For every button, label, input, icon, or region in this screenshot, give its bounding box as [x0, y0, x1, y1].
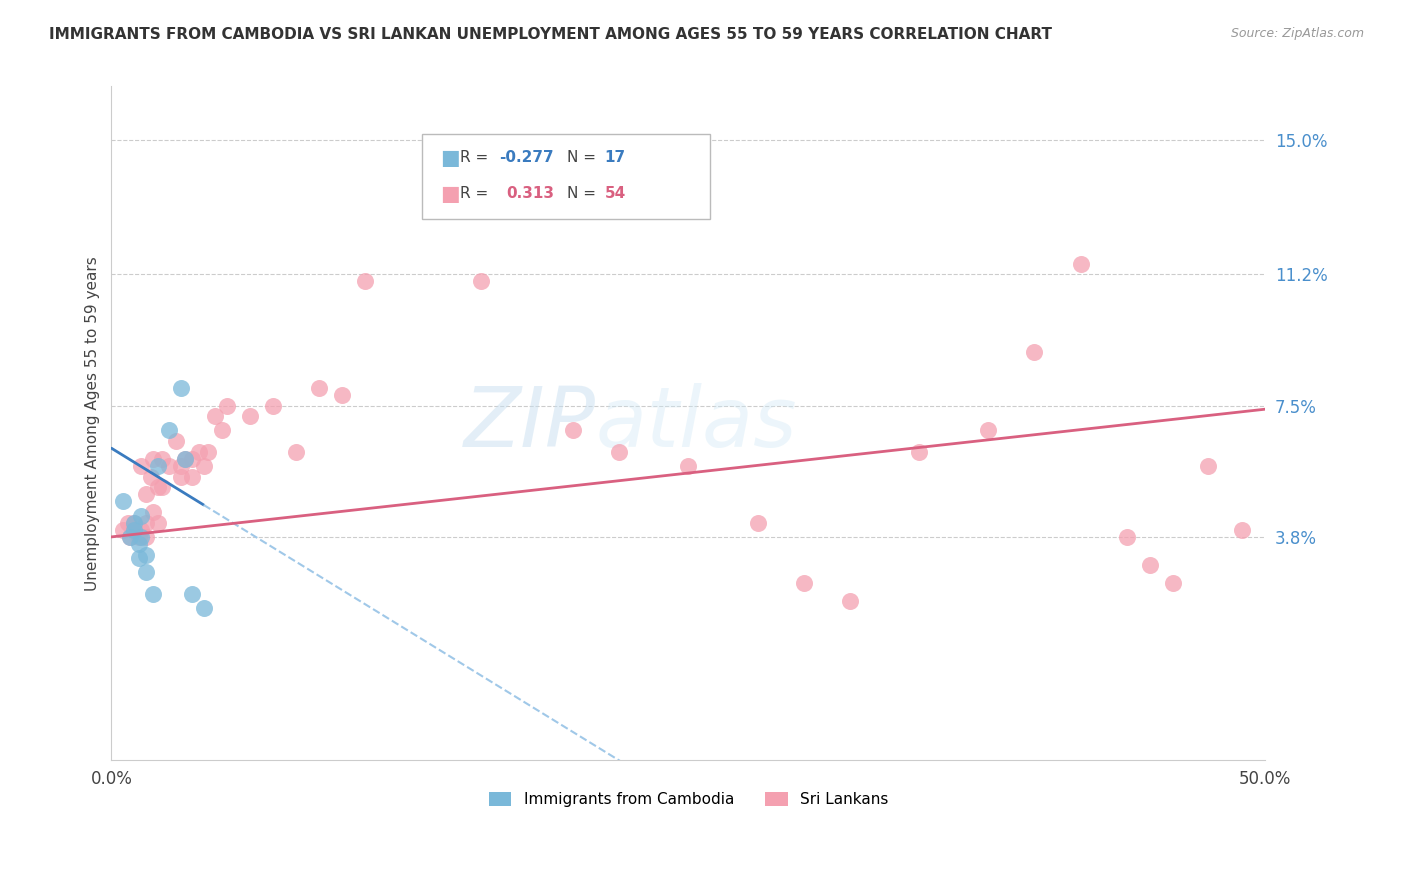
Point [139, 469, 162, 483]
Point [157, 424, 180, 438]
Point [135, 566, 157, 580]
Point [169, 469, 191, 483]
Point [142, 451, 165, 466]
Point [146, 458, 169, 473]
Point [135, 548, 157, 562]
Text: Source: ZipAtlas.com: Source: ZipAtlas.com [1230, 27, 1364, 40]
Point [124, 516, 146, 530]
Point [1024, 345, 1046, 359]
Point [330, 388, 353, 402]
Text: 54: 54 [605, 186, 626, 201]
Point [181, 451, 204, 466]
Text: -0.277: -0.277 [499, 151, 554, 165]
Text: ■: ■ [440, 184, 460, 203]
Point [262, 399, 284, 413]
Text: N =: N = [567, 186, 600, 201]
Point [354, 275, 377, 289]
Point [908, 444, 931, 458]
Point [215, 399, 238, 413]
Legend: Immigrants from Cambodia, Sri Lankans: Immigrants from Cambodia, Sri Lankans [482, 786, 894, 814]
Point [174, 451, 197, 466]
Point [150, 451, 173, 466]
Point [193, 458, 215, 473]
Point [977, 424, 1000, 438]
Point [793, 576, 815, 591]
Point [308, 381, 330, 395]
Point [562, 424, 585, 438]
Point [174, 451, 197, 466]
Point [124, 516, 146, 530]
Text: atlas: atlas [596, 383, 797, 464]
Point [470, 275, 492, 289]
Point [111, 523, 134, 537]
Text: R =: R = [460, 151, 494, 165]
Point [181, 587, 204, 601]
Point [211, 424, 233, 438]
Point [131, 523, 153, 537]
Text: 17: 17 [605, 151, 626, 165]
Point [678, 458, 700, 473]
Point [131, 458, 153, 473]
Point [128, 537, 150, 551]
Point [135, 530, 157, 544]
Point [146, 516, 169, 530]
Point [117, 516, 139, 530]
Point [607, 444, 630, 458]
Point [128, 530, 150, 544]
Point [181, 469, 204, 483]
Point [169, 381, 191, 395]
Point [1115, 530, 1137, 544]
Text: ZIP: ZIP [464, 383, 596, 464]
Y-axis label: Unemployment Among Ages 55 to 59 years: Unemployment Among Ages 55 to 59 years [86, 256, 100, 591]
Point [204, 409, 226, 424]
Point [135, 516, 157, 530]
Text: N =: N = [567, 151, 600, 165]
Point [157, 458, 180, 473]
Point [197, 444, 219, 458]
Point [1070, 257, 1092, 271]
Text: ■: ■ [440, 148, 460, 168]
Point [239, 409, 262, 424]
Point [118, 530, 141, 544]
Point [146, 480, 169, 494]
Point [747, 516, 769, 530]
Point [150, 480, 173, 494]
Point [1197, 458, 1219, 473]
Point [118, 530, 141, 544]
Point [135, 487, 157, 501]
Point [165, 434, 187, 449]
Text: IMMIGRANTS FROM CAMBODIA VS SRI LANKAN UNEMPLOYMENT AMONG AGES 55 TO 59 YEARS CO: IMMIGRANTS FROM CAMBODIA VS SRI LANKAN U… [49, 27, 1052, 42]
Text: R =: R = [460, 186, 494, 201]
Point [142, 587, 165, 601]
Point [1139, 558, 1161, 573]
Text: 0.313: 0.313 [506, 186, 554, 201]
Point [838, 593, 860, 607]
Point [1161, 576, 1184, 591]
Point [131, 508, 153, 523]
Point [1230, 523, 1253, 537]
Point [128, 551, 150, 566]
Point [131, 530, 153, 544]
Point [446, 168, 468, 182]
Point [188, 444, 211, 458]
Point [142, 505, 165, 519]
Point [193, 600, 215, 615]
Point [169, 458, 191, 473]
Point [285, 444, 308, 458]
Point [111, 494, 134, 508]
Point [124, 523, 146, 537]
Point [124, 523, 146, 537]
